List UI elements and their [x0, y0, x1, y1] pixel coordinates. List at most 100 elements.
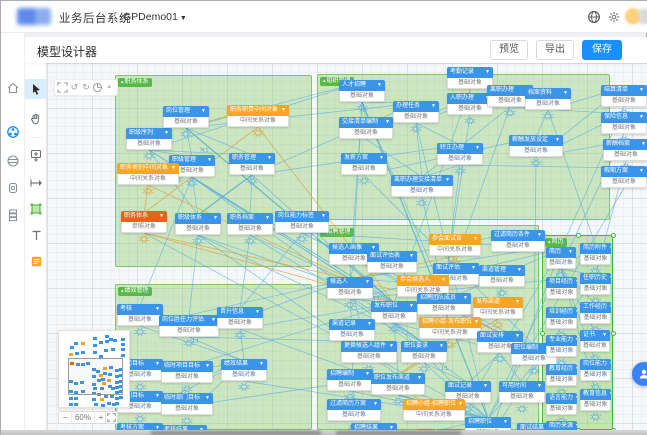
- chevron-down-icon[interactable]: ▼: [409, 303, 414, 309]
- chevron-down-icon[interactable]: ▼: [471, 265, 476, 271]
- model-node[interactable]: 职级序列 ▼ 基础对象: [126, 128, 172, 150]
- model-node[interactable]: 参会面试官 ▼ 中间关系对象: [429, 234, 481, 256]
- model-node[interactable]: 职务职责中间对象 ▼ 中间关系对象: [227, 105, 289, 127]
- chevron-down-icon[interactable]: ▼: [563, 90, 568, 96]
- model-node[interactable]: 交接清单编制 ▼ 基础对象: [339, 117, 393, 139]
- group-region-tool[interactable]: [25, 199, 47, 219]
- note-tool[interactable]: [25, 251, 47, 271]
- select-tool[interactable]: [25, 79, 47, 99]
- model-node[interactable]: 发薪方案 ▼ 基础对象: [341, 153, 387, 175]
- chevron-down-icon[interactable]: ▼: [641, 141, 646, 147]
- model-node[interactable]: 职级体系 ▼ 基础对象: [175, 213, 221, 235]
- globe-icon[interactable]: [587, 10, 601, 24]
- model-node[interactable]: 教育经历▼基础对象: [546, 364, 577, 386]
- chevron-down-icon[interactable]: ▼: [537, 232, 542, 238]
- chevron-down-icon[interactable]: ▼: [609, 302, 611, 313]
- model-node[interactable]: 语言能力▼基础对象: [546, 393, 577, 415]
- model-node[interactable]: 招聘团队成员 ▼ 基础对象: [417, 293, 471, 315]
- chevron-down-icon[interactable]: ▼: [537, 383, 542, 389]
- model-designer-icon[interactable]: [6, 125, 20, 139]
- model-node[interactable]: 离职办理交接清单 ▼ 基础对象: [391, 175, 453, 197]
- chevron-down-icon[interactable]: ▼: [409, 253, 414, 259]
- model-node[interactable]: 岗位能力▼基础对象: [580, 359, 611, 381]
- chevron-down-icon[interactable]: ▼: [201, 108, 206, 114]
- model-node[interactable]: 人才招聘 ▼ 基础对象: [339, 80, 385, 102]
- model-node[interactable]: 职位要求 ▼ 基础对象: [401, 341, 447, 363]
- model-node[interactable]: 假期方案 ▼ 基础对象: [601, 166, 647, 188]
- model-node[interactable]: 绩效结果 ▼ 基础对象: [221, 359, 267, 381]
- chevron-down-icon[interactable]: ▼: [473, 236, 478, 242]
- chevron-down-icon[interactable]: ▼: [609, 243, 611, 254]
- chevron-down-icon[interactable]: ▼: [155, 361, 160, 367]
- model-node[interactable]: 招聘小组-发布职位 ▼ 中间关系对象: [419, 317, 481, 339]
- guides-icon[interactable]: [92, 82, 103, 93]
- chevron-down-icon[interactable]: ▼: [515, 333, 520, 339]
- chevron-down-icon[interactable]: ▼: [575, 335, 577, 346]
- model-node[interactable]: 考核 ▼ 基础对象: [117, 304, 163, 326]
- model-node[interactable]: 任职历史▼基础对象: [580, 273, 611, 295]
- collapse-toolbar-icon[interactable]: ▲: [106, 84, 113, 90]
- group-label[interactable]: ▴绩效管理: [118, 287, 152, 296]
- chevron-down-icon[interactable]: ▼: [602, 332, 607, 338]
- model-node[interactable]: 过滤简历条件 ▼ 基础对象: [491, 230, 545, 252]
- chevron-down-icon[interactable]: ▼: [389, 343, 394, 349]
- model-node[interactable]: 职务管理 ▼ 基础对象: [229, 153, 275, 175]
- chevron-down-icon[interactable]: ▼: [155, 306, 160, 312]
- chevron-down-icon[interactable]: ▼: [281, 107, 286, 113]
- chevron-down-icon[interactable]: ▼: [609, 389, 611, 400]
- preview-button[interactable]: 预览: [490, 40, 528, 60]
- chevron-down-icon[interactable]: ▼: [503, 419, 508, 425]
- model-node[interactable]: 档案资料 ▼ 基础对象: [525, 88, 571, 110]
- save-button[interactable]: 保存: [582, 40, 622, 60]
- chevron-down-icon[interactable]: ▼: [441, 277, 446, 283]
- model-node[interactable]: 发布职位 ▼ 基础对象: [371, 301, 417, 323]
- chevron-down-icon[interactable]: ▼: [377, 82, 382, 88]
- text-tool[interactable]: [25, 225, 47, 245]
- fit-screen-button[interactable]: [105, 411, 118, 424]
- model-node[interactable]: 过滤简历方案 ▼ 基础对象: [327, 399, 381, 421]
- chevron-down-icon[interactable]: ▼: [155, 393, 160, 399]
- model-node[interactable]: 职位发布渠道 ▼ 基础对象: [371, 373, 425, 395]
- model-node[interactable]: 工作经历▼基础对象: [580, 302, 611, 324]
- avatar[interactable]: [625, 8, 641, 24]
- model-node[interactable]: 职务档案 ▼ 基础对象: [227, 213, 273, 235]
- export-button[interactable]: 导出: [536, 40, 574, 60]
- zoom-in-button[interactable]: +: [98, 413, 104, 422]
- chevron-down-icon[interactable]: ▼: [365, 371, 370, 377]
- chevron-down-icon[interactable]: ▼: [155, 425, 160, 431]
- model-node[interactable]: 招聘小组-招聘职位 ▼ 中间关系对象: [403, 399, 465, 421]
- chevron-down-icon[interactable]: ▼: [439, 343, 444, 349]
- chevron-down-icon[interactable]: ▼: [255, 309, 260, 315]
- model-node[interactable]: 岗位能力标签 ▼ 基础对象: [275, 211, 329, 233]
- model-node[interactable]: 岗位胜任力评估 ▼ 基础对象: [159, 315, 219, 337]
- model-node[interactable]: 更换候选人组件 ▼ 基础对象: [341, 341, 397, 363]
- group-label[interactable]: ▴职务体系: [118, 78, 152, 87]
- chevron-down-icon[interactable]: ▼: [555, 137, 560, 143]
- chevron-down-icon[interactable]: ▼: [205, 363, 210, 369]
- chevron-down-icon[interactable]: ▼: [259, 361, 264, 367]
- model-node[interactable]: 面试评估表 ▼ 基础对象: [367, 251, 417, 273]
- chevron-down-icon[interactable]: ▼: [575, 364, 577, 375]
- home-icon[interactable]: [6, 81, 20, 95]
- model-node[interactable]: 保险信息 ▼ 基础对象: [601, 112, 647, 134]
- connector-tool[interactable]: [25, 173, 47, 193]
- chevron-down-icon[interactable]: ▼: [639, 114, 644, 120]
- application-icon[interactable]: [6, 181, 20, 195]
- assistant-button[interactable]: [632, 362, 647, 386]
- chevron-down-icon[interactable]: ▼: [159, 213, 164, 219]
- chevron-down-icon[interactable]: ▼: [207, 157, 212, 163]
- model-node[interactable]: 候选人 ▼ 基础对象: [327, 277, 373, 299]
- model-node[interactable]: 临时部门目标 ▼ 基础对象: [161, 393, 213, 415]
- model-node[interactable]: 培训经历▼基础对象: [546, 307, 577, 329]
- model-node[interactable]: 职务体系 ▼ 参照对象: [121, 211, 167, 233]
- chevron-down-icon[interactable]: ▼: [211, 317, 216, 323]
- chevron-down-icon[interactable]: ▼: [265, 215, 270, 221]
- model-node[interactable]: 晋升信息 ▼ 基础对象: [217, 307, 263, 329]
- minimap-viewport[interactable]: [68, 358, 123, 395]
- model-node[interactable]: 教育信息▼基础对象: [580, 389, 611, 411]
- chevron-down-icon[interactable]: ▼: [475, 145, 480, 151]
- chevron-down-icon[interactable]: ▼: [367, 321, 372, 327]
- chevron-down-icon[interactable]: ▼: [373, 401, 378, 407]
- chevron-down-icon[interactable]: ▼: [205, 395, 210, 401]
- pan-tool[interactable]: [25, 109, 47, 129]
